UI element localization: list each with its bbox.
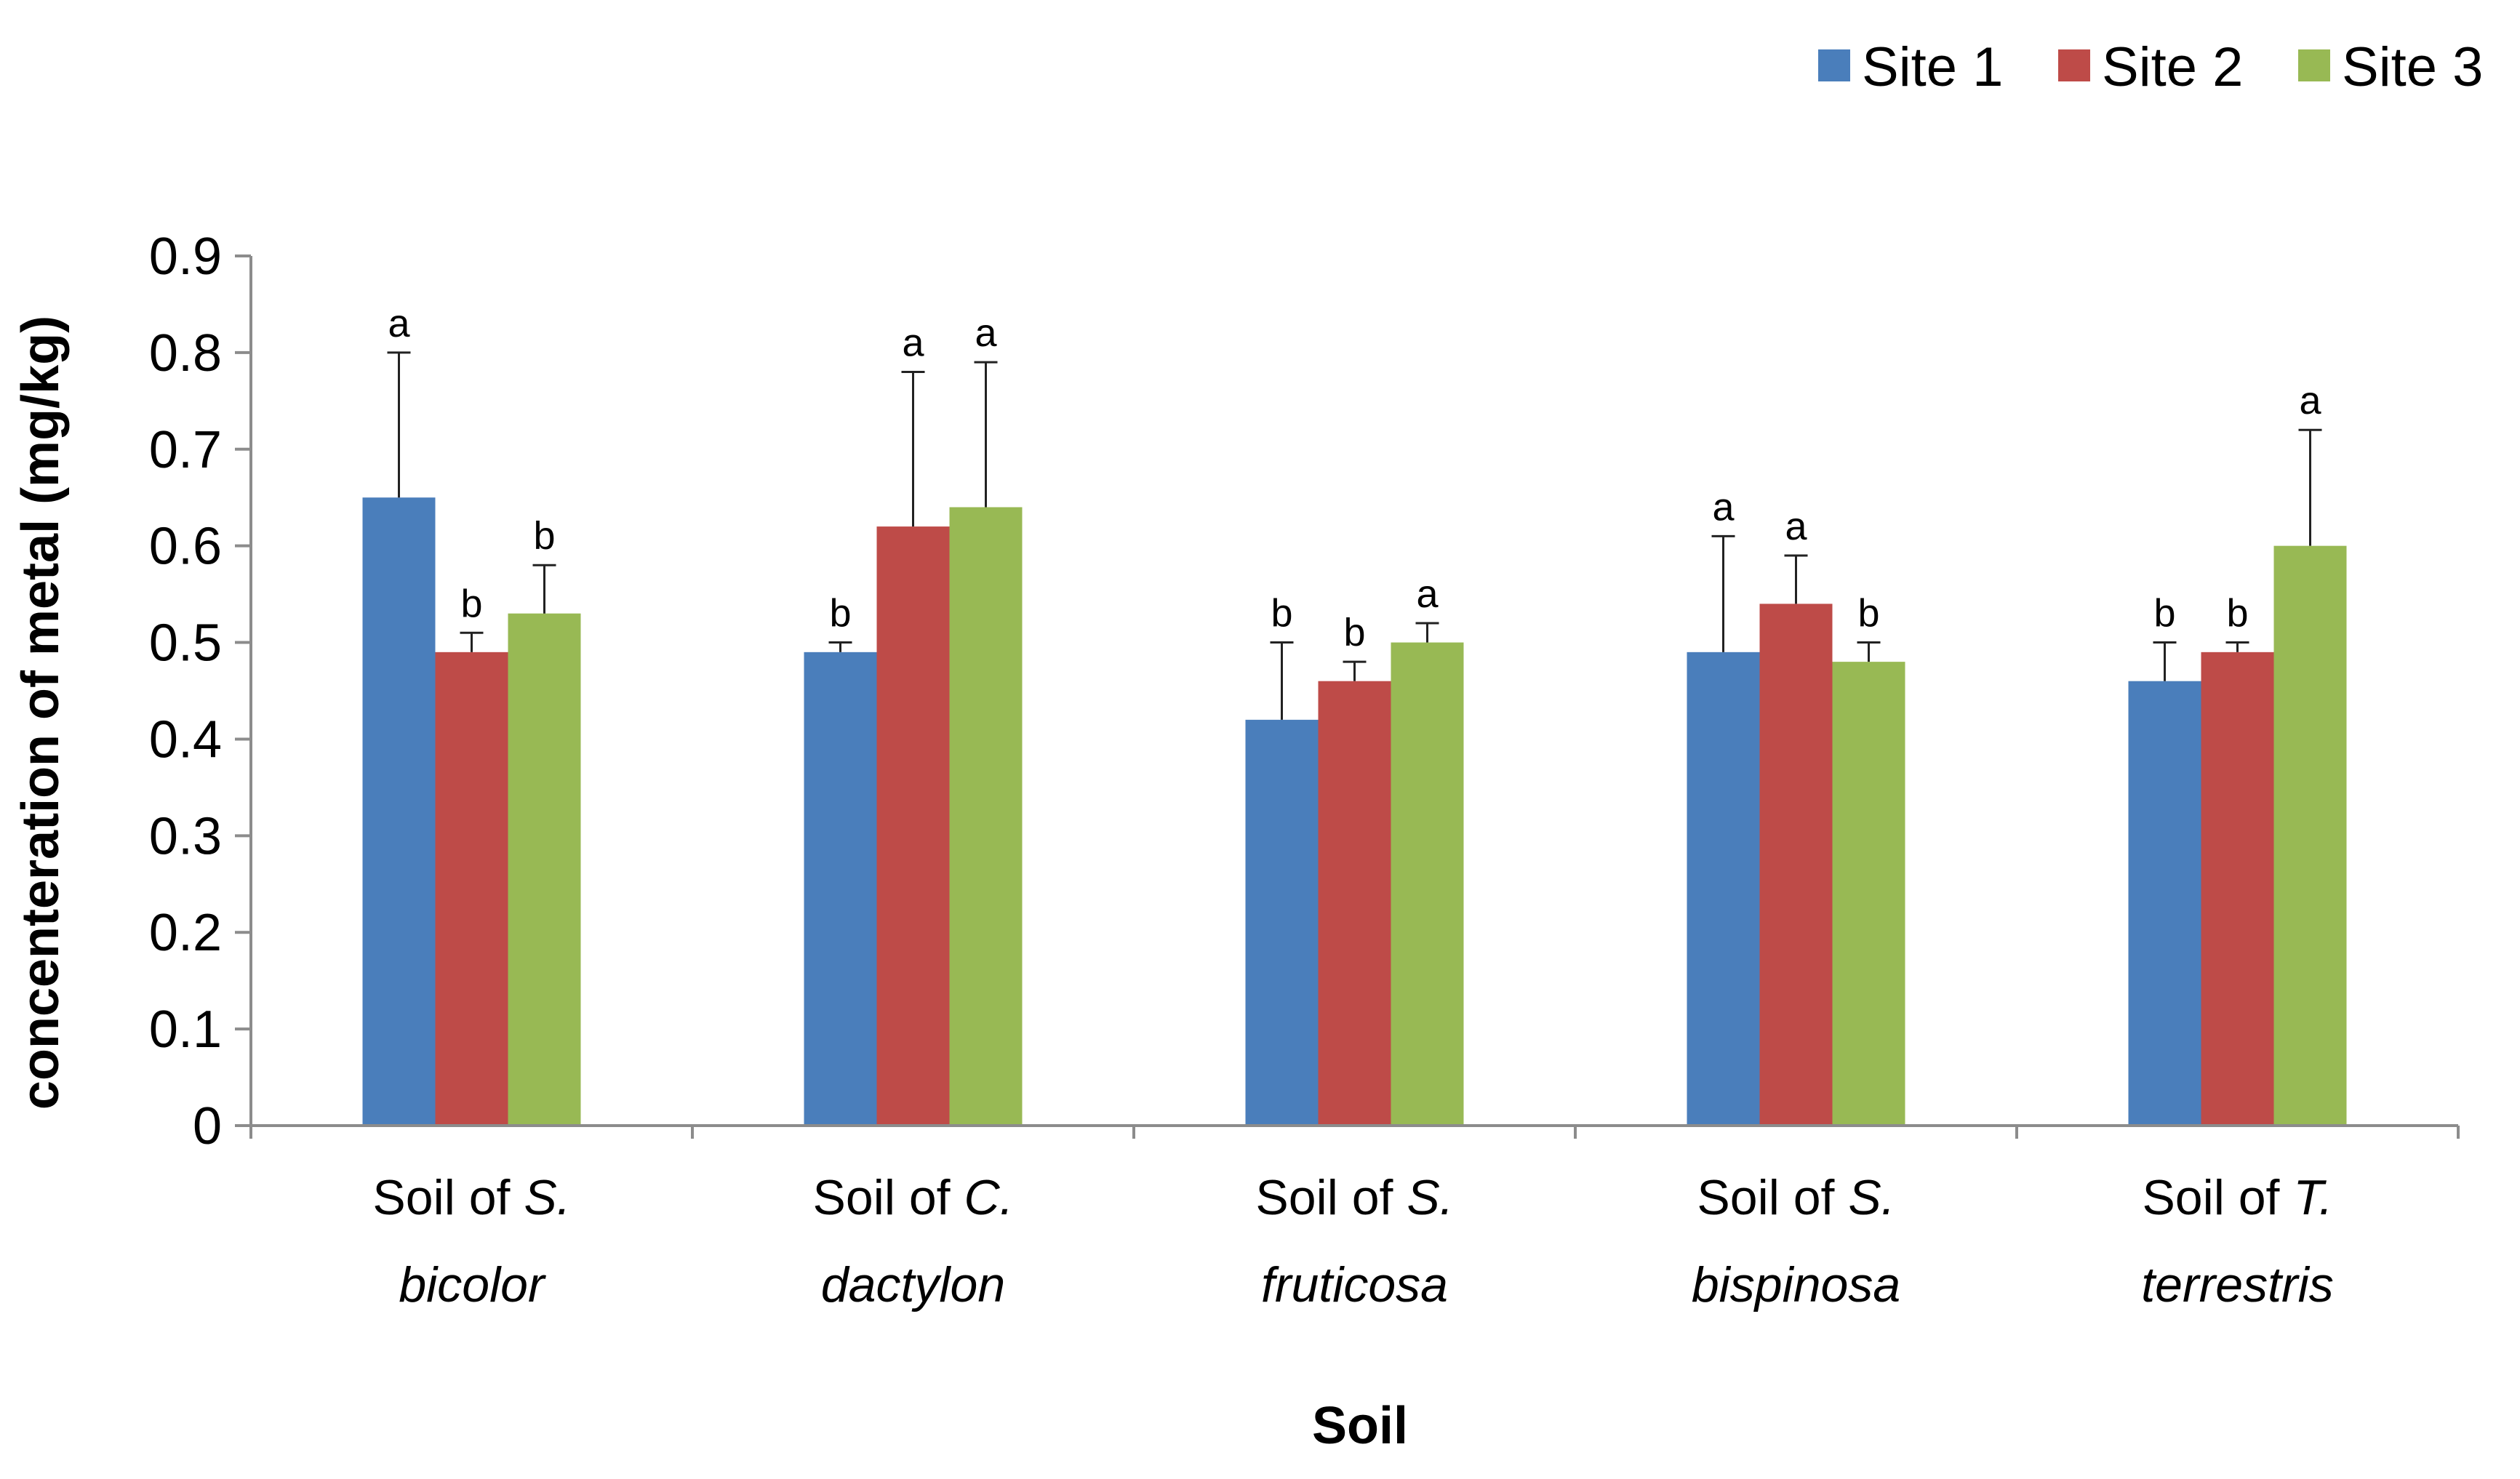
y-ticks: 0 0.1 0.2 0.3 0.4 0.5 0.6 0.7 0.8 0.9 [149,228,251,1155]
y-tick-label: 0.1 [149,1001,222,1059]
y-tick-label: 0.2 [149,904,222,962]
bars [362,497,2347,1126]
bar [949,507,1023,1126]
significance-label: b [460,582,482,625]
x-category-label-line2: fruticosa [1261,1257,1448,1312]
x-category-label-line2: bicolor [399,1257,546,1312]
x-category-label-line2: dactylon [821,1257,1005,1312]
significance-label: b [533,514,555,558]
bar [2273,545,2347,1126]
y-tick-label: 0.6 [149,518,222,576]
legend-swatch [1818,49,1850,81]
bar [804,652,877,1126]
significance-label: a [1712,485,1735,529]
y-axis-title: concenteration of metal (mg/kg) [12,316,70,1110]
y-tick-label: 0.8 [149,324,222,382]
bar [1245,719,1319,1126]
bar [362,497,436,1126]
x-category-label-line2: terrestris [2141,1257,2333,1312]
significance-labels: a b b b a a b b a a a b b b a [388,302,2321,654]
legend-label: Site 2 [2102,36,2243,98]
significance-label: b [1857,592,1879,636]
y-tick-label: 0.9 [149,228,222,286]
bar [2201,652,2274,1126]
significance-label: a [2299,379,2321,422]
axes [249,256,2458,1127]
significance-label: a [902,321,924,364]
x-category-label-line1: Soil of S. [1255,1170,1453,1225]
bar [435,652,508,1126]
significance-label: a [1785,505,1807,548]
significance-label: b [1271,592,1292,636]
significance-label: a [975,311,997,355]
y-tick-label: 0.4 [149,710,222,769]
legend: Site 1 Site 2 Site 3 [1818,36,2483,98]
bar [1832,662,1905,1126]
legend-swatch [2298,49,2330,81]
significance-label: b [2226,592,2248,636]
x-category-label-line1: Soil of S. [372,1170,570,1225]
bar [1759,604,1833,1126]
legend-swatch [2058,49,2090,81]
y-tick-label: 0.5 [149,614,222,673]
legend-label: Site 1 [1862,36,2003,98]
x-categories: Soil of S. bicolor Soil of C. dactylon Soil … [249,1126,2460,1312]
bar [1687,652,1760,1126]
x-category-label-line1: Soil of T. [2142,1170,2332,1225]
x-category-label-line2: bispinosa [1692,1257,1900,1312]
bar [1391,642,1464,1126]
significance-label: b [1343,611,1365,654]
x-axis-title: Soil [1312,1397,1408,1455]
significance-label: a [388,302,410,345]
y-tick-label: 0.3 [149,807,222,865]
bar [876,526,950,1126]
x-category-label-line1: Soil of S. [1697,1170,1895,1225]
legend-label: Site 3 [2342,36,2483,98]
error-bars [387,351,2322,720]
x-category-label-line1: Soil of C. [813,1170,1014,1225]
bar [1318,681,1391,1126]
y-tick-label: 0.7 [149,421,222,479]
significance-label: b [2153,592,2175,636]
bar [2128,681,2201,1126]
significance-label: b [829,592,851,636]
y-tick-label: 0 [193,1097,222,1155]
significance-label: a [1416,572,1439,616]
bar [508,613,581,1126]
